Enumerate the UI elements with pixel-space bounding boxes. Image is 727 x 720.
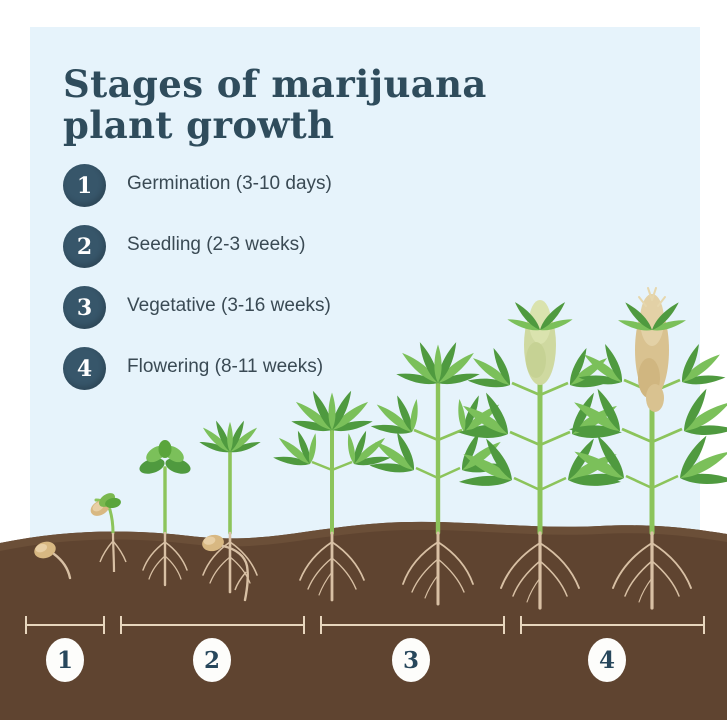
bracket-line [120, 624, 305, 626]
bracket-line [25, 624, 105, 626]
bracket-3 [320, 616, 505, 634]
plant-young [198, 419, 262, 594]
plant-vegetative-small [272, 388, 392, 602]
list-item: 3 Vegetative (3-16 weeks) [63, 286, 483, 347]
legend-badge-4: 4 [63, 347, 106, 390]
legend-label-3: Vegetative (3-16 weeks) [127, 295, 331, 316]
list-item: 2 Seedling (2-3 weeks) [63, 225, 483, 286]
bracket-line [520, 624, 705, 626]
legend-label-1: Germination (3-10 days) [127, 173, 332, 194]
bracket-tick-right [103, 616, 105, 634]
list-item: 1 Germination (3-10 days) [63, 164, 483, 225]
legend-list: 1 Germination (3-10 days) 2 Seedling (2-… [63, 164, 483, 408]
bracket-line [320, 624, 505, 626]
page-title: Stages of marijuana plant growth [63, 64, 583, 146]
legend-label-4: Flowering (8-11 weeks) [127, 356, 324, 377]
bracket-tick-right [503, 616, 505, 634]
stage-timeline: 1 2 3 4 [0, 600, 727, 720]
legend-badge-3: 3 [63, 286, 106, 329]
plant-seedling [139, 440, 191, 587]
title-line-2: plant growth [63, 103, 335, 147]
bracket-2 [120, 616, 305, 634]
plant-vegetative-large [369, 340, 507, 606]
plant-flowering-mature [568, 287, 727, 610]
soil-illustration [0, 521, 727, 720]
bracket-4 [520, 616, 705, 634]
title-line-1: Stages of marijuana [63, 62, 487, 106]
plant-sprout-cotyledon [90, 493, 127, 573]
stage-marker-1: 1 [46, 638, 84, 682]
legend-label-2: Seedling (2-3 weeks) [127, 234, 306, 255]
stage-marker-2: 2 [193, 638, 231, 682]
legend-badge-1: 1 [63, 164, 106, 207]
plant-flowering-early [457, 299, 623, 610]
soil-layer [0, 510, 727, 720]
stage-marker-3: 3 [392, 638, 430, 682]
cola-bud-mature [635, 287, 669, 412]
plant-seed-buried-left [34, 541, 72, 580]
list-item: 4 Flowering (8-11 weeks) [63, 347, 483, 408]
bracket-tick-right [303, 616, 305, 634]
bracket-1 [25, 616, 105, 634]
legend-badge-2: 2 [63, 225, 106, 268]
bracket-tick-right [703, 616, 705, 634]
stage-marker-4: 4 [588, 638, 626, 682]
